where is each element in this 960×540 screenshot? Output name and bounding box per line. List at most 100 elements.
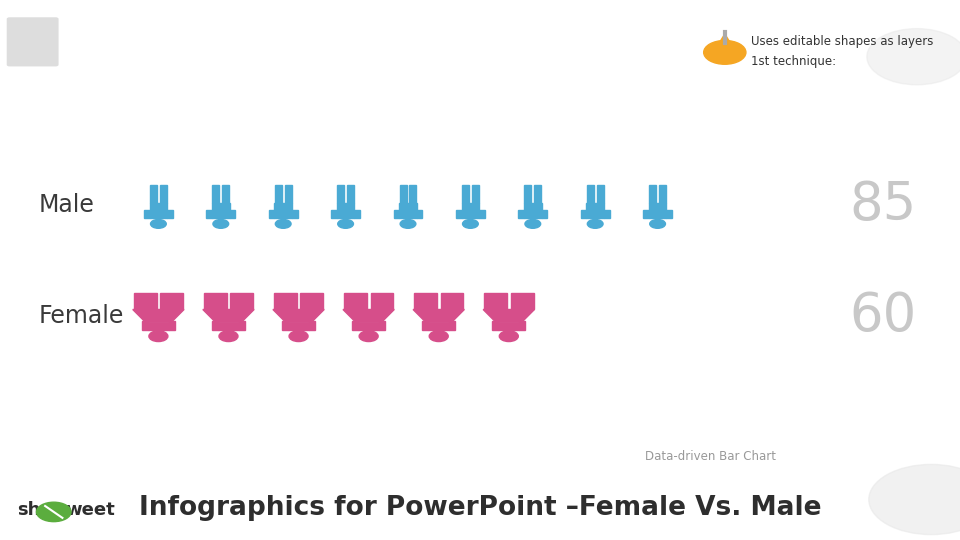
Text: 1st technique:: 1st technique: (751, 55, 836, 68)
Polygon shape (414, 293, 437, 309)
Polygon shape (132, 309, 184, 323)
Polygon shape (169, 321, 175, 330)
Text: Infographics for PowerPoint –Female Vs. Male: Infographics for PowerPoint –Female Vs. … (139, 495, 821, 521)
Circle shape (463, 219, 478, 228)
Polygon shape (133, 293, 156, 309)
Text: 60: 60 (850, 290, 917, 342)
Polygon shape (399, 202, 417, 218)
Polygon shape (206, 210, 212, 218)
Text: 22: 22 (23, 35, 42, 50)
Polygon shape (422, 321, 428, 330)
Polygon shape (587, 185, 594, 202)
Polygon shape (649, 185, 657, 202)
Polygon shape (417, 210, 422, 218)
Polygon shape (309, 321, 315, 330)
Polygon shape (479, 210, 485, 218)
Circle shape (400, 219, 416, 228)
Text: weet: weet (65, 501, 115, 519)
Circle shape (588, 219, 603, 228)
Polygon shape (462, 185, 469, 202)
Circle shape (219, 331, 238, 342)
Polygon shape (541, 210, 547, 218)
Polygon shape (275, 202, 292, 218)
Polygon shape (371, 293, 394, 309)
Polygon shape (358, 323, 379, 330)
Polygon shape (456, 210, 462, 218)
Polygon shape (230, 293, 253, 309)
Polygon shape (150, 202, 167, 218)
Polygon shape (511, 293, 534, 309)
Circle shape (429, 331, 448, 342)
Polygon shape (534, 185, 541, 202)
Polygon shape (344, 293, 367, 309)
Text: sh: sh (17, 501, 40, 519)
Text: Data-driven Bar Chart: Data-driven Bar Chart (645, 450, 776, 463)
Polygon shape (347, 185, 354, 202)
Polygon shape (282, 321, 288, 330)
Polygon shape (441, 293, 464, 309)
Polygon shape (428, 323, 449, 330)
Circle shape (499, 331, 518, 342)
Polygon shape (284, 185, 292, 202)
Polygon shape (337, 185, 345, 202)
Polygon shape (212, 202, 229, 218)
Polygon shape (273, 309, 324, 323)
FancyBboxPatch shape (7, 17, 59, 66)
Circle shape (213, 219, 228, 228)
Circle shape (650, 219, 665, 228)
Polygon shape (274, 293, 297, 309)
Polygon shape (204, 293, 227, 309)
Polygon shape (484, 293, 507, 309)
Polygon shape (203, 309, 254, 323)
Circle shape (359, 331, 378, 342)
Polygon shape (518, 210, 524, 218)
Polygon shape (239, 321, 245, 330)
Text: Male: Male (38, 193, 94, 217)
Circle shape (276, 219, 291, 228)
Polygon shape (160, 293, 183, 309)
Circle shape (289, 331, 308, 342)
Text: Female: Female (38, 304, 124, 328)
Text: Uses editable shapes as layers: Uses editable shapes as layers (751, 35, 933, 48)
Circle shape (869, 464, 960, 535)
Polygon shape (379, 321, 385, 330)
Polygon shape (471, 185, 479, 202)
Circle shape (36, 502, 71, 522)
Text: 85: 85 (850, 179, 917, 231)
Polygon shape (399, 185, 407, 202)
Polygon shape (581, 210, 587, 218)
Polygon shape (275, 185, 282, 202)
Polygon shape (331, 210, 337, 218)
Polygon shape (222, 185, 229, 202)
Polygon shape (343, 309, 395, 323)
Polygon shape (596, 185, 604, 202)
Polygon shape (649, 202, 666, 218)
Polygon shape (498, 323, 519, 330)
Polygon shape (218, 323, 239, 330)
Polygon shape (462, 202, 479, 218)
Polygon shape (150, 185, 157, 202)
Polygon shape (409, 185, 417, 202)
Polygon shape (519, 321, 525, 330)
Polygon shape (269, 210, 275, 218)
Polygon shape (144, 210, 150, 218)
Circle shape (151, 219, 166, 228)
Polygon shape (492, 321, 498, 330)
Polygon shape (524, 202, 541, 218)
Circle shape (525, 219, 540, 228)
Polygon shape (229, 210, 235, 218)
Polygon shape (212, 185, 220, 202)
Circle shape (149, 331, 168, 342)
Polygon shape (413, 309, 465, 323)
Circle shape (867, 29, 960, 85)
Polygon shape (352, 321, 358, 330)
Polygon shape (713, 34, 736, 52)
Polygon shape (449, 321, 455, 330)
Circle shape (704, 40, 746, 64)
Polygon shape (394, 210, 399, 218)
Circle shape (338, 219, 353, 228)
Polygon shape (483, 309, 535, 323)
Polygon shape (292, 210, 298, 218)
Polygon shape (159, 185, 167, 202)
Polygon shape (524, 185, 532, 202)
